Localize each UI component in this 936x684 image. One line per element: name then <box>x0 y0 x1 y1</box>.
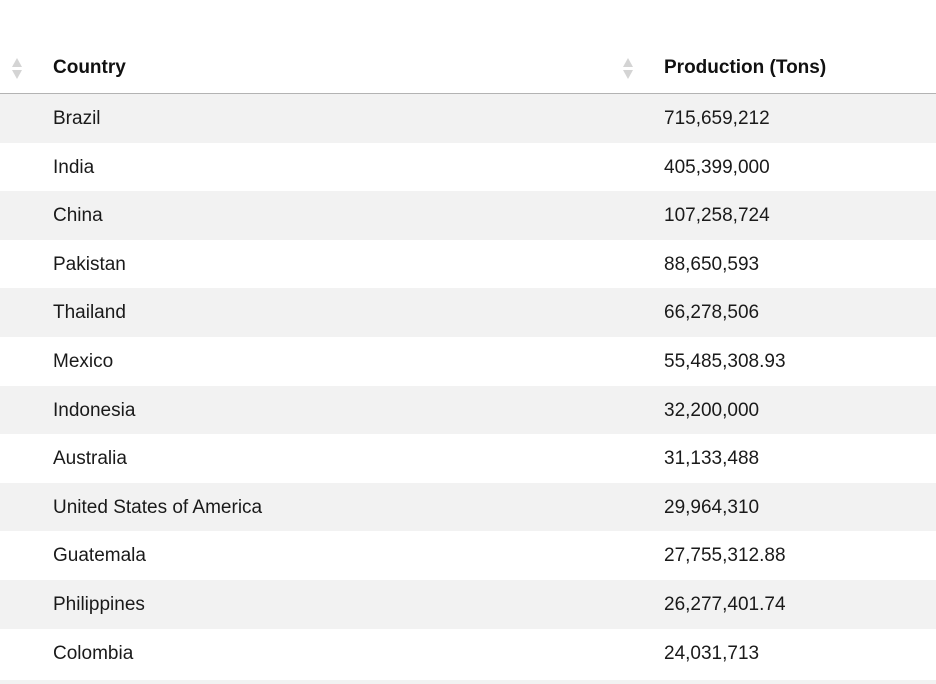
production-cell: 88,650,593 <box>664 253 760 275</box>
table-row: India 405,399,000 <box>0 142 936 192</box>
country-cell: India <box>53 156 95 178</box>
production-cell: 405,399,000 <box>664 156 770 178</box>
country-cell: Australia <box>53 448 127 470</box>
country-cell: Brazil <box>53 108 101 129</box>
column-header-country[interactable]: Country <box>53 57 126 78</box>
sort-arrows-icon[interactable] <box>623 58 633 80</box>
table-body: Brazil 715,659,212 India 405,399,000 China 10… <box>0 94 936 678</box>
table-row: Guatemala 27,755,312.88 <box>0 531 936 580</box>
next-row-edge <box>0 680 936 684</box>
production-cell: 26,277,401.74 <box>664 593 786 615</box>
table-row: Australia 31,133,488 <box>0 434 936 483</box>
table-row: Philippines 26,277,401.74 <box>0 579 936 629</box>
country-cell: United States of America <box>53 496 263 518</box>
table-row: Brazil 715,659,212 <box>0 94 936 143</box>
table-row: Colombia 24,031,713 <box>0 628 936 678</box>
production-cell: 55,485,308.93 <box>664 350 786 372</box>
column-header-production[interactable]: Production (Tons) <box>664 57 827 78</box>
country-cell: Pakistan <box>53 253 126 275</box>
country-cell: Colombia <box>53 642 134 664</box>
production-cell: 24,031,713 <box>664 642 760 664</box>
production-cell: 29,964,310 <box>664 496 760 518</box>
table-row: China 107,258,724 <box>0 191 936 240</box>
production-cell: 715,659,212 <box>664 108 770 129</box>
sort-arrows-icon[interactable] <box>12 58 22 80</box>
table-row: Thailand 66,278,506 <box>0 288 936 337</box>
country-cell: Thailand <box>53 302 126 324</box>
table-row: United States of America 29,964,310 <box>0 482 936 532</box>
table-row: Pakistan 88,650,593 <box>0 239 936 289</box>
table-header: Country Production (Tons) <box>0 41 936 94</box>
country-cell: Mexico <box>53 350 114 372</box>
country-cell: Guatemala <box>53 545 146 567</box>
country-cell: China <box>53 205 103 227</box>
production-cell: 66,278,506 <box>664 302 760 324</box>
country-cell: Indonesia <box>53 399 136 421</box>
table-row: Indonesia 32,200,000 <box>0 385 936 435</box>
data-table: Country Production (Tons) Brazil 715,659,… <box>0 41 936 678</box>
production-cell: 107,258,724 <box>664 205 770 227</box>
production-cell: 32,200,000 <box>664 399 760 421</box>
table-row: Mexico 55,485,308.93 <box>0 336 936 386</box>
country-cell: Philippines <box>53 593 145 615</box>
production-cell: 31,133,488 <box>664 448 760 470</box>
production-cell: 27,755,312.88 <box>664 545 786 567</box>
